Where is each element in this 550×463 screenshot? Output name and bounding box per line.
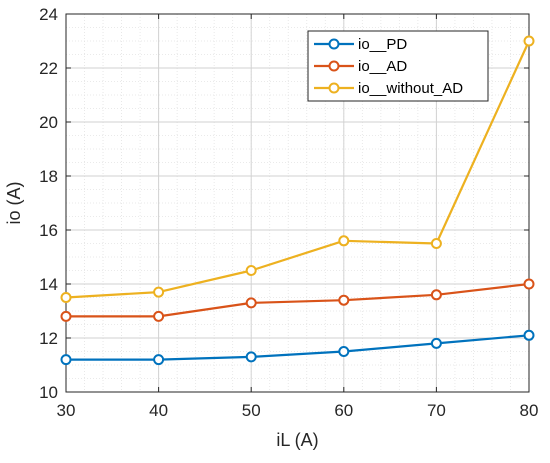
y-tick-label: 12 (39, 329, 58, 348)
x-tick-label: 80 (520, 401, 539, 420)
y-tick-label: 16 (39, 221, 58, 240)
data-point (153, 354, 165, 366)
data-point (153, 310, 165, 322)
y-tick-label: 24 (39, 5, 58, 24)
series-line (66, 334, 530, 361)
legend-marker-ad (328, 60, 340, 72)
legend-entry-ad: io__AD (314, 58, 407, 75)
data-point (430, 238, 442, 249)
data-point (338, 235, 350, 247)
series-0 (60, 329, 535, 366)
data-point (338, 346, 350, 357)
x-tick-label: 50 (242, 401, 261, 420)
series-1 (60, 278, 535, 322)
data-point (523, 329, 535, 341)
legend-marker-without-ad (328, 82, 340, 94)
x-tick-label: 60 (334, 401, 353, 420)
data-point (245, 351, 257, 363)
data-point (338, 294, 350, 306)
legend-label-pd: io__PD (358, 36, 407, 53)
y-tick-label: 22 (39, 59, 58, 78)
y-tick-label: 10 (39, 383, 58, 402)
legend-entry-pd: io__PD (314, 36, 407, 53)
plot-area-frame (65, 13, 530, 393)
data-point (523, 278, 535, 290)
x-tick-label: 30 (57, 401, 76, 420)
series-line (66, 282, 530, 318)
x-tick-label: 70 (427, 401, 446, 420)
y-tick-label: 20 (39, 113, 58, 132)
data-point (60, 354, 72, 366)
y-tick-label: 18 (39, 167, 58, 186)
data-point (430, 337, 442, 349)
legend-label-without-ad: io__without_AD (358, 80, 463, 97)
data-point (430, 289, 442, 301)
x-axis-label: iL (A) (276, 430, 318, 450)
axis-ticks: 30 40 50 60 70 80 10 12 14 16 18 20 22 24 (39, 5, 538, 420)
x-tick-label: 40 (149, 401, 168, 420)
legend-label-ad: io__AD (358, 58, 407, 75)
data-point (60, 310, 72, 322)
series-2 (60, 35, 535, 303)
legend: io__PD io__AD io__without_AD (307, 30, 489, 102)
y-tick-label: 14 (39, 275, 58, 294)
data-point (245, 265, 257, 276)
series-layer (60, 35, 535, 366)
y-axis-label: io (A) (4, 181, 24, 224)
series-line (65, 40, 531, 299)
data-point (523, 35, 535, 47)
data-point (153, 286, 165, 298)
data-point (245, 297, 257, 309)
legend-entry-without-ad: io__without_AD (314, 80, 463, 97)
legend-marker-pd (328, 38, 340, 50)
data-point (60, 292, 72, 303)
